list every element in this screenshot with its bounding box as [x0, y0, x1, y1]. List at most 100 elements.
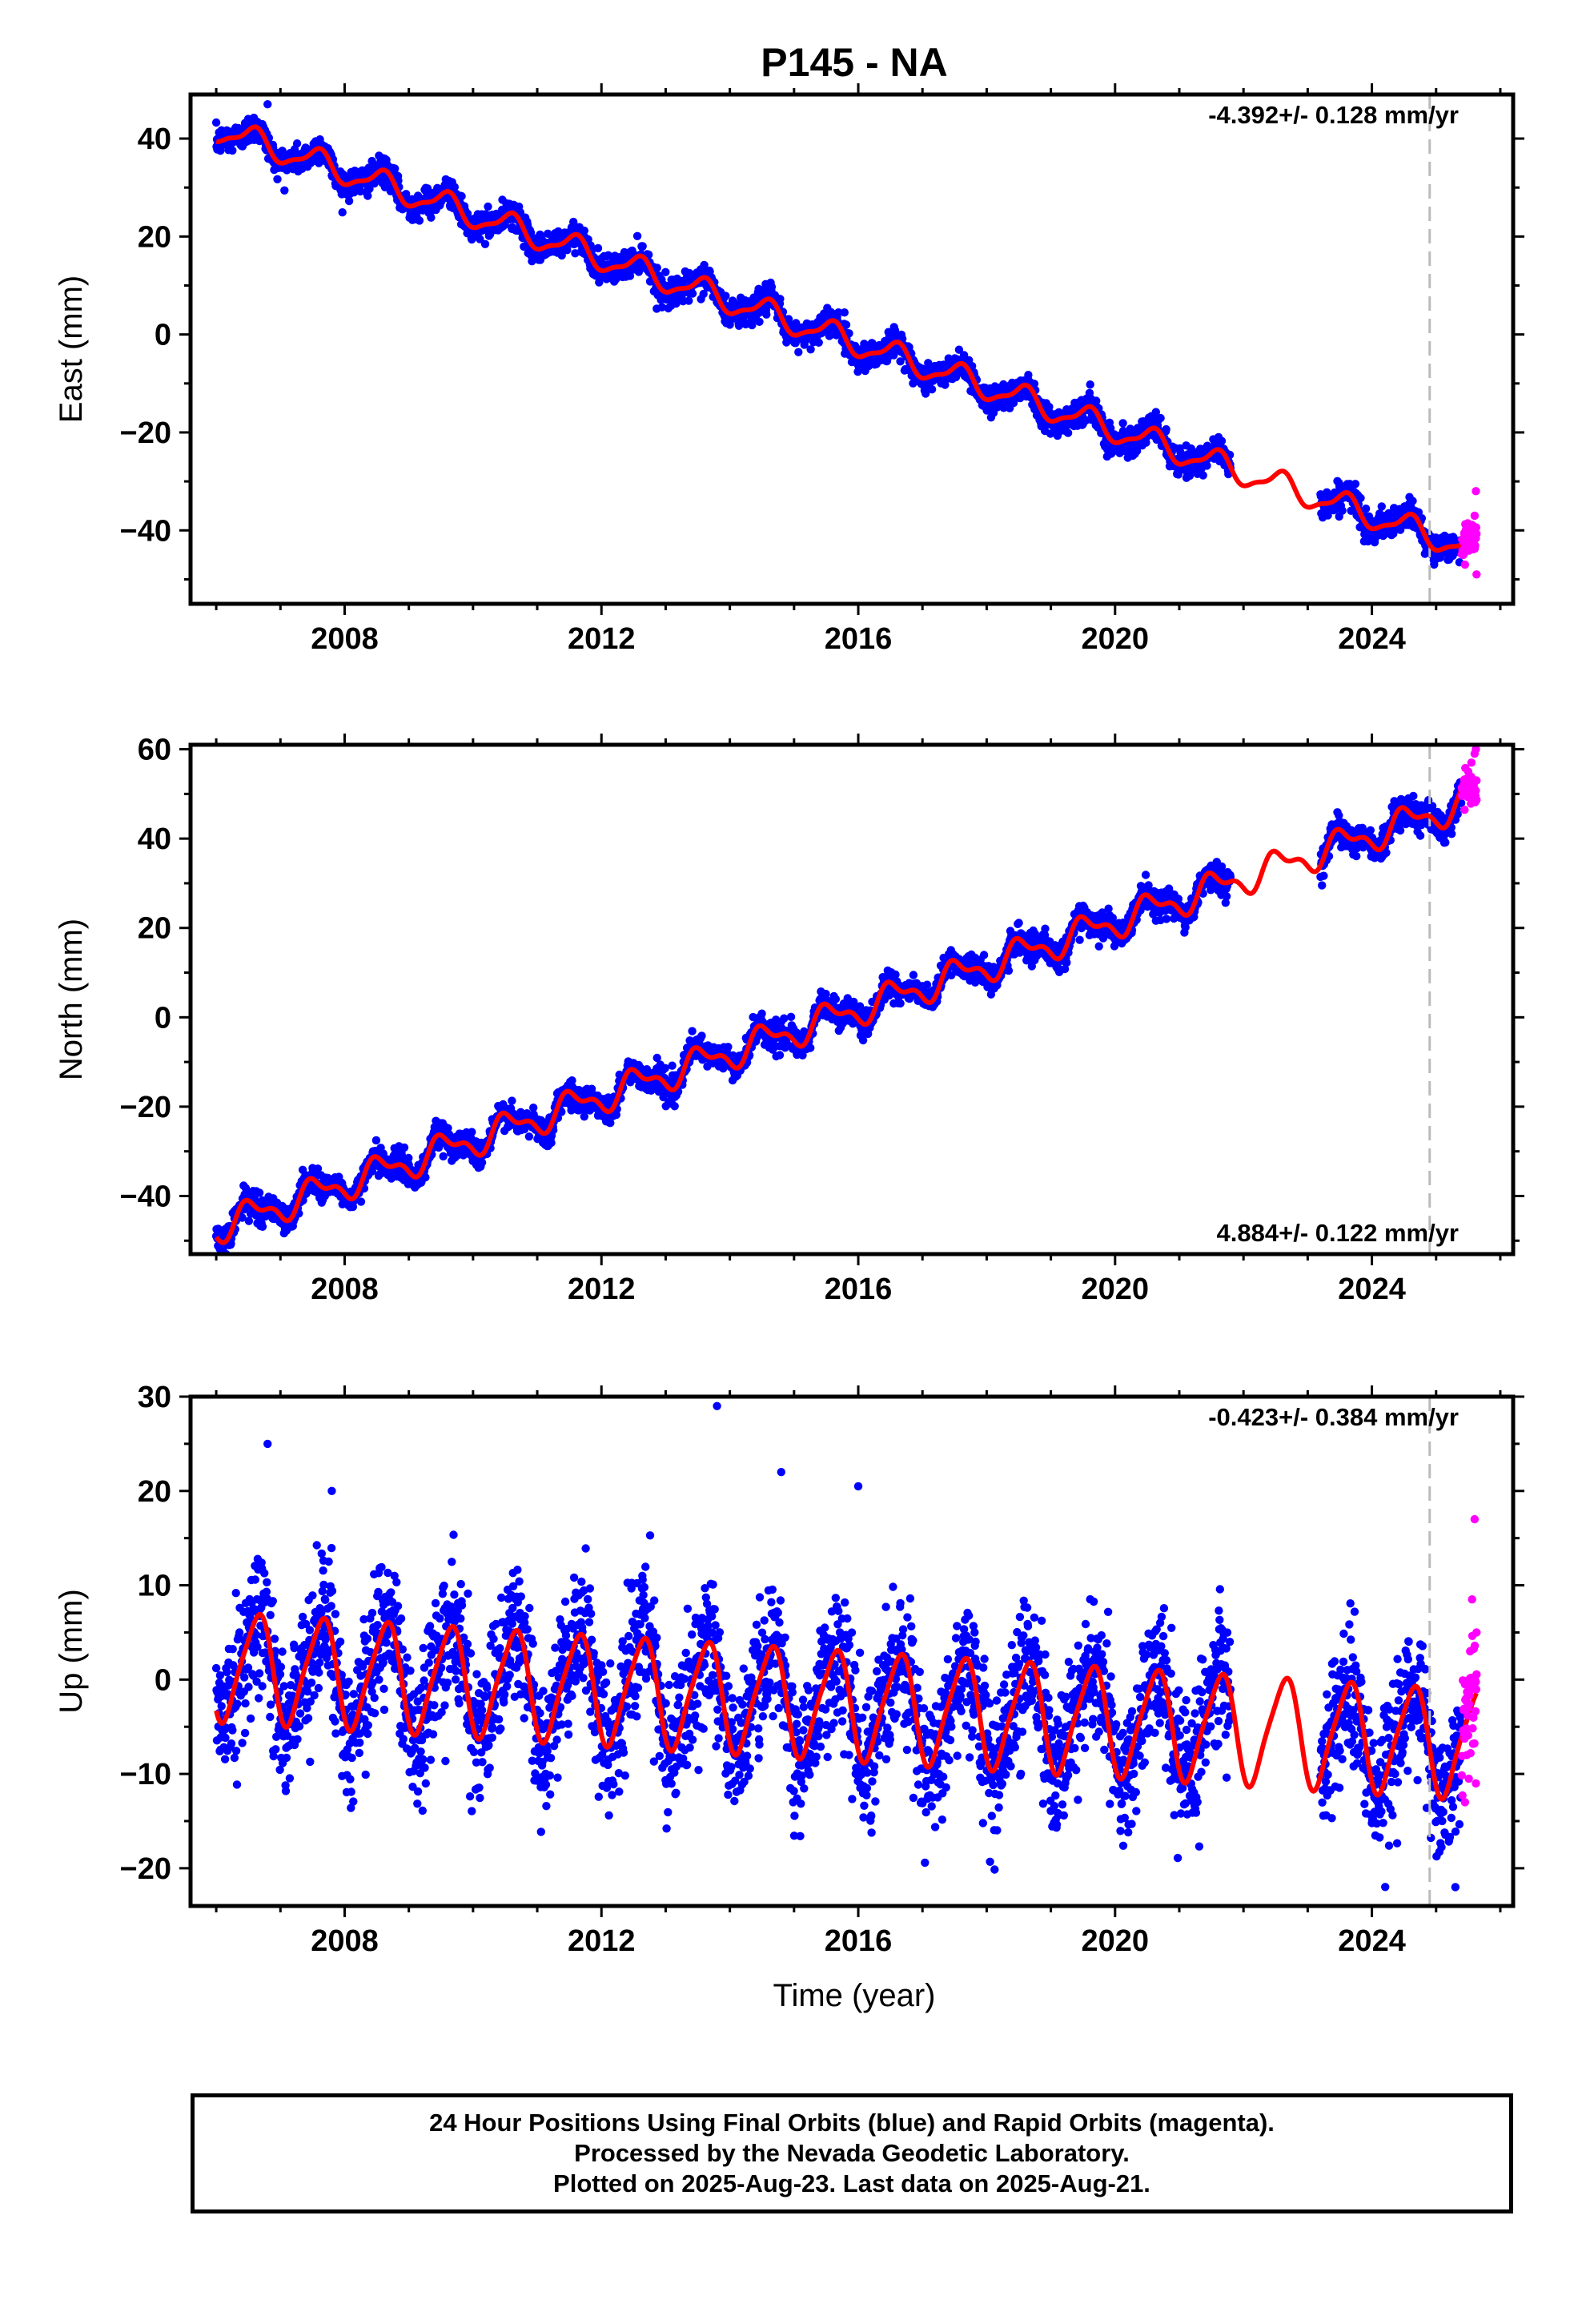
data-point [699, 289, 708, 299]
data-point [757, 1009, 766, 1018]
x-tick-label: 2020 [1082, 622, 1150, 656]
data-point [468, 1128, 476, 1136]
data-point [1217, 436, 1227, 445]
data-point [356, 1197, 366, 1206]
y-tick-label: 0 [155, 319, 171, 352]
data-point [569, 217, 578, 227]
data-point [365, 184, 374, 193]
data-point [400, 1143, 409, 1152]
data-point [355, 187, 365, 196]
data-point [338, 208, 347, 217]
y-tick-label: 40 [138, 123, 171, 156]
rapid-point [1470, 511, 1480, 521]
data-point [457, 191, 466, 201]
data-point [697, 1031, 706, 1040]
data-point [1063, 428, 1073, 437]
y-tick-label: 20 [138, 220, 171, 254]
data-point [391, 164, 400, 173]
data-point [508, 1096, 516, 1105]
data-point [954, 345, 964, 354]
data-point [363, 191, 372, 200]
data-point [644, 250, 653, 259]
data-point [724, 1043, 733, 1051]
data-point [632, 231, 642, 240]
data-point [767, 283, 777, 292]
data-point [685, 296, 693, 305]
data-point [1156, 413, 1165, 423]
data-point [1086, 380, 1094, 389]
rapid-orbit-points [1457, 487, 1481, 579]
rapid-point [1472, 529, 1481, 538]
data-point [661, 267, 670, 276]
data-point [784, 315, 793, 324]
data-point [371, 1136, 381, 1145]
data-point [841, 320, 851, 329]
data-point [258, 1222, 267, 1232]
data-point [1338, 506, 1347, 515]
data-point [1351, 480, 1360, 489]
data-point [700, 260, 709, 270]
rate-label: -4.392+/- 0.128 mm/yr [1208, 101, 1459, 129]
x-tick-label: 2008 [311, 622, 379, 656]
rapid-point [1460, 560, 1470, 569]
plot-area-north [211, 745, 1481, 1254]
data-point [845, 329, 853, 338]
data-point [754, 284, 763, 293]
data-point [476, 235, 484, 243]
data-point [593, 243, 603, 253]
rapid-point [1472, 487, 1480, 496]
data-point [228, 146, 237, 155]
data-point [688, 1027, 697, 1035]
final-orbit-points [211, 100, 1466, 569]
data-point [748, 320, 757, 330]
data-point [344, 196, 354, 206]
data-point [580, 226, 588, 235]
data-point [484, 202, 492, 211]
data-point [292, 139, 302, 148]
data-point [814, 338, 823, 347]
data-point [547, 1138, 556, 1148]
data-point [1024, 371, 1033, 380]
data-point [652, 263, 661, 272]
data-point [1377, 502, 1387, 511]
data-point [755, 317, 764, 326]
data-point [263, 100, 272, 109]
chart-title: P145 - NA [761, 40, 947, 85]
data-point [427, 213, 436, 222]
data-point [670, 1102, 679, 1111]
data-point [211, 118, 221, 127]
data-point [840, 308, 849, 317]
data-point [1199, 471, 1207, 480]
data-point [1045, 402, 1054, 412]
data-point [625, 271, 635, 280]
x-tick-label: 2012 [568, 622, 636, 656]
data-point [834, 308, 843, 317]
rapid-point [1472, 570, 1481, 579]
data-point [806, 345, 815, 354]
data-point [273, 175, 282, 183]
data-point [721, 292, 730, 300]
data-point [278, 147, 287, 155]
data-point [941, 380, 950, 389]
data-point [439, 1152, 448, 1161]
data-point [927, 385, 937, 394]
data-point [688, 289, 697, 298]
data-point [244, 1216, 254, 1225]
data-point [638, 242, 647, 251]
data-point [415, 216, 424, 225]
data-point [524, 1132, 534, 1141]
y-axis-label: East (mm) [54, 275, 89, 423]
x-tick-label: 2024 [1338, 622, 1406, 656]
data-point [1361, 505, 1371, 513]
x-tick-label: 2016 [825, 622, 893, 656]
data-point [480, 239, 490, 248]
data-point [776, 295, 785, 304]
data-point [657, 303, 667, 312]
data-point [762, 310, 771, 319]
data-point [255, 1188, 264, 1197]
data-point [280, 186, 289, 195]
